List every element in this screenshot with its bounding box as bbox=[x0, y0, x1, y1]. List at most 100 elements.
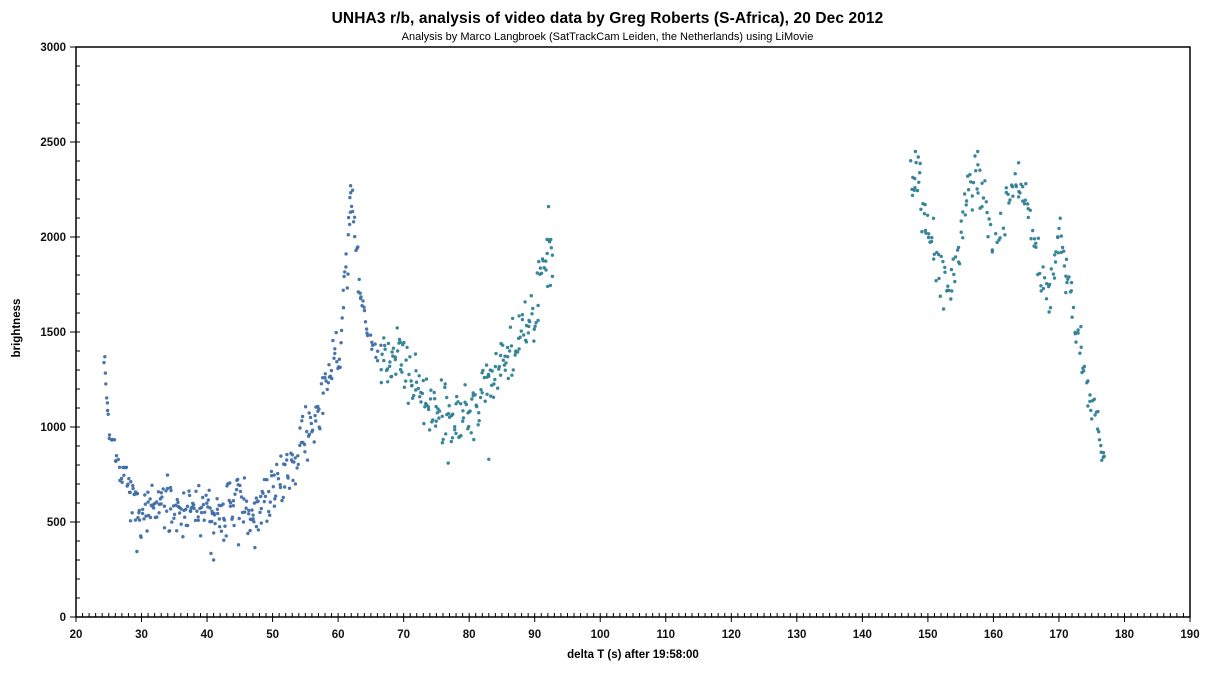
data-point bbox=[541, 259, 545, 263]
data-point bbox=[181, 535, 185, 539]
data-point bbox=[1071, 305, 1076, 310]
data-point bbox=[1076, 331, 1080, 335]
data-point bbox=[509, 344, 514, 348]
data-point bbox=[934, 279, 938, 283]
data-point bbox=[496, 386, 500, 390]
data-point bbox=[341, 288, 345, 292]
data-point bbox=[1079, 324, 1083, 329]
data-point bbox=[388, 364, 392, 368]
data-point bbox=[382, 358, 386, 363]
data-point bbox=[247, 512, 251, 516]
data-point bbox=[308, 415, 313, 420]
data-point bbox=[404, 358, 408, 362]
data-point bbox=[159, 491, 163, 495]
data-point bbox=[127, 476, 131, 481]
data-point bbox=[324, 379, 328, 383]
data-point bbox=[483, 399, 487, 403]
data-point bbox=[162, 504, 167, 508]
x-tick-label: 30 bbox=[135, 629, 148, 641]
data-point bbox=[1097, 430, 1101, 434]
data-point bbox=[410, 396, 415, 400]
x-tick-label: 120 bbox=[722, 629, 741, 641]
data-point bbox=[943, 265, 947, 270]
data-point bbox=[498, 353, 503, 358]
data-point bbox=[915, 188, 920, 193]
data-point bbox=[451, 412, 455, 416]
data-point bbox=[503, 354, 507, 358]
data-point bbox=[1014, 183, 1018, 187]
y-tick-label: 2500 bbox=[40, 137, 66, 149]
data-point bbox=[327, 363, 331, 367]
data-point bbox=[1001, 226, 1006, 230]
data-point bbox=[271, 485, 275, 489]
data-point bbox=[346, 215, 351, 220]
data-point bbox=[984, 200, 988, 204]
data-point bbox=[975, 187, 979, 191]
data-point bbox=[251, 513, 255, 517]
data-point bbox=[1069, 280, 1074, 285]
data-point bbox=[155, 500, 159, 504]
data-point bbox=[529, 294, 533, 298]
x-tick-label: 130 bbox=[787, 629, 806, 641]
data-point bbox=[941, 259, 945, 264]
data-point bbox=[922, 212, 927, 216]
data-point bbox=[212, 531, 216, 535]
data-point bbox=[285, 452, 289, 457]
data-point bbox=[1008, 198, 1012, 202]
data-point bbox=[930, 235, 934, 240]
data-point bbox=[459, 402, 463, 406]
data-point bbox=[205, 501, 209, 505]
data-point bbox=[417, 374, 421, 378]
data-point bbox=[968, 172, 972, 177]
data-point bbox=[199, 505, 204, 510]
data-point bbox=[339, 341, 343, 345]
data-point bbox=[1097, 438, 1102, 442]
data-point bbox=[221, 502, 225, 506]
data-point bbox=[1064, 257, 1069, 261]
data-point bbox=[228, 501, 233, 505]
data-point bbox=[1010, 185, 1015, 189]
data-point bbox=[1039, 284, 1043, 288]
data-point bbox=[1028, 208, 1033, 212]
data-point bbox=[440, 441, 445, 445]
data-point bbox=[926, 235, 931, 240]
data-point bbox=[373, 342, 377, 346]
data-point bbox=[1044, 297, 1049, 301]
data-point bbox=[368, 333, 373, 337]
data-point bbox=[1007, 201, 1011, 205]
data-point-outlier bbox=[211, 558, 216, 562]
data-point bbox=[535, 271, 539, 275]
data-point bbox=[302, 442, 307, 447]
data-point-outlier bbox=[236, 543, 241, 547]
data-point bbox=[141, 507, 145, 511]
data-point bbox=[497, 365, 501, 369]
data-point bbox=[267, 509, 271, 514]
data-point bbox=[1038, 271, 1042, 276]
data-point bbox=[916, 155, 920, 159]
data-point bbox=[407, 372, 411, 377]
data-point bbox=[199, 510, 204, 515]
data-point bbox=[422, 421, 426, 426]
data-point bbox=[185, 504, 190, 508]
data-point bbox=[276, 477, 281, 481]
data-point bbox=[520, 317, 525, 322]
data-point bbox=[951, 257, 955, 261]
data-point bbox=[169, 488, 173, 493]
data-point bbox=[453, 428, 457, 432]
data-point bbox=[1088, 393, 1092, 397]
data-point bbox=[437, 416, 441, 420]
data-point bbox=[477, 419, 481, 423]
data-point bbox=[418, 395, 422, 399]
data-point bbox=[478, 395, 483, 400]
data-point bbox=[402, 340, 406, 345]
data-point bbox=[473, 393, 477, 397]
data-point bbox=[943, 270, 947, 274]
data-point bbox=[332, 356, 336, 360]
data-point bbox=[184, 507, 188, 511]
data-point bbox=[233, 492, 237, 496]
data-point bbox=[208, 506, 212, 510]
data-point bbox=[923, 202, 927, 207]
data-point bbox=[428, 397, 433, 401]
data-point bbox=[477, 411, 481, 415]
y-tick-label: 2000 bbox=[40, 232, 66, 244]
